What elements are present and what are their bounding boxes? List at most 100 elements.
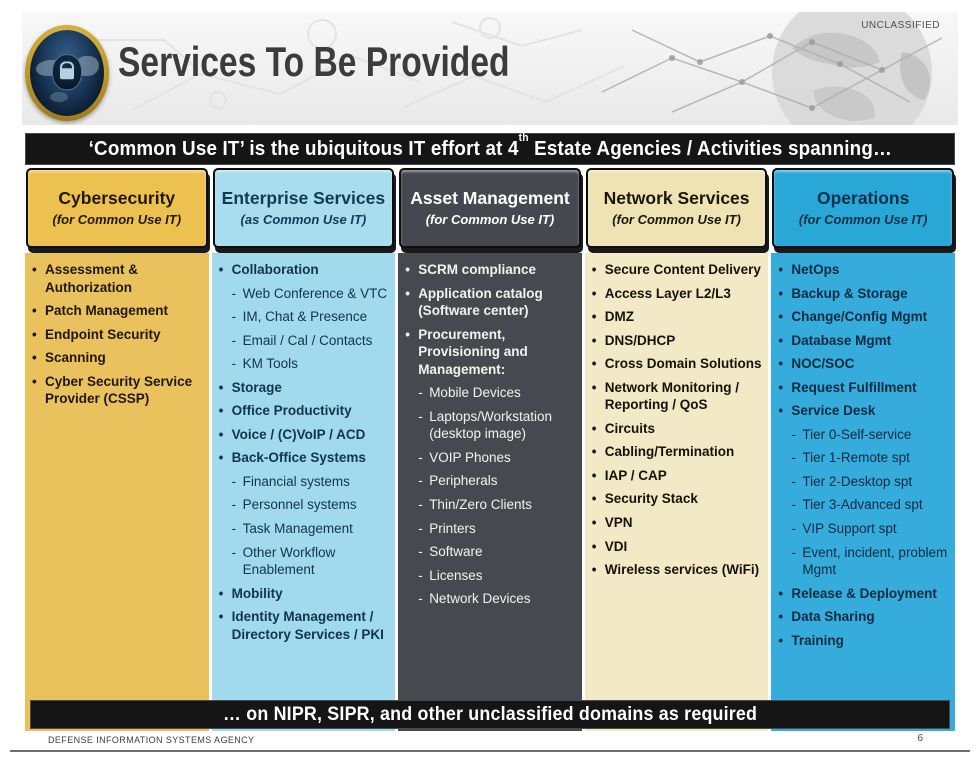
list-item: • NetOps [776, 261, 950, 279]
bullet-marker: - [791, 473, 796, 489]
list-item: • Database Mgmt [776, 332, 950, 350]
list-item: • Training [776, 632, 950, 650]
bullet-marker: • [405, 326, 410, 342]
list-item: • Mobility [217, 585, 391, 603]
column-header: Enterprise Services (as Common Use IT) [212, 168, 395, 248]
list-item-text: Release & Deployment [791, 585, 937, 601]
list-item-text: Printers [429, 520, 476, 536]
list-item-text: Mobility [231, 585, 283, 601]
column-title: Asset Management [410, 187, 570, 208]
list-item: - Other Workflow Enablement [217, 544, 391, 579]
list-item-text: Application catalog (Software center) [418, 285, 543, 319]
bullet-marker: • [778, 332, 784, 348]
bullet-marker: • [591, 379, 597, 395]
list-item: • VPN [590, 514, 764, 532]
list-item-text: Backup & Storage [791, 285, 908, 301]
list-item-text: IAP / CAP [604, 467, 667, 483]
page-number: 6 [917, 733, 923, 744]
list-item: - Event, incident, problem Mgmt [776, 544, 950, 579]
bullet-marker: • [778, 585, 784, 601]
list-item: • Identity Management / Directory Servic… [217, 608, 391, 643]
list-item-text: VIP Support spt [802, 521, 897, 537]
column-subtitle: (for Common Use IT) [52, 212, 182, 228]
lock-icon [52, 54, 82, 91]
list-item: • Service Desk [776, 402, 950, 420]
list-item: • Voice / (C)VoIP / ACD [217, 426, 391, 444]
list-item-text: Network Devices [429, 591, 531, 607]
bullet-marker: • [591, 262, 597, 277]
map-blob [50, 92, 68, 102]
bottom-banner: … on NIPR, SIPR, and other unclassified … [30, 700, 950, 729]
list-item: • Data Sharing [776, 608, 950, 626]
service-columns-container: Cybersecurity (for Common Use IT) • Asse… [25, 168, 955, 731]
list-item-text: Endpoint Security [45, 326, 161, 342]
bullet-marker: - [418, 408, 423, 424]
list-item: - Mobile Devices [403, 384, 577, 402]
list-item-text: VPN [604, 515, 633, 531]
service-column: Asset Management (for Common Use IT) • S… [398, 168, 582, 731]
list-item-text: Network Monitoring / Reporting / QoS [604, 379, 740, 413]
list-item: • Patch Management [30, 302, 204, 320]
list-item: • DMZ [590, 308, 764, 326]
list-item-text: Cyber Security Service Provider (CSSP) [45, 373, 193, 407]
list-item-text: Software [429, 544, 483, 560]
column-header: Network Services (for Common Use IT) [585, 168, 768, 248]
bullet-marker: - [231, 521, 237, 537]
list-item: • Wireless services (WiFi) [590, 561, 764, 579]
bullet-marker: • [778, 356, 784, 372]
bullet-marker: - [231, 356, 237, 372]
list-item-text: Tier 1-Remote spt [802, 450, 910, 466]
list-item: - Financial systems [217, 473, 391, 491]
list-item-text: Data Sharing [791, 609, 875, 625]
list-item-text: Assessment & Authorization [45, 262, 139, 295]
bullet-marker: - [791, 497, 796, 513]
list-item: - KM Tools [217, 355, 391, 373]
list-item: • SCRM compliance [403, 261, 577, 279]
classification-label: UNCLASSIFIED [861, 20, 940, 31]
list-item: - Task Management [217, 520, 391, 538]
list-item-text: Licenses [429, 567, 483, 583]
list-item-text: Web Conference & VTC [242, 285, 388, 301]
list-item: - Network Devices [403, 590, 577, 608]
list-item: - Tier 1-Remote spt [776, 449, 950, 467]
bullet-marker: • [591, 444, 597, 460]
column-body: • Secure Content Delivery • Access Layer… [584, 253, 769, 731]
bullet-marker: • [32, 373, 37, 389]
bullet-marker: - [231, 332, 237, 348]
bullet-marker: - [231, 497, 237, 513]
list-item: - Printers [403, 520, 577, 538]
list-item-text: Thin/Zero Clients [429, 497, 532, 513]
list-item: - Personnel systems [217, 496, 391, 514]
service-column: Operations (for Common Use IT) • NetOps … [771, 168, 955, 731]
list-item-text: Task Management [242, 521, 353, 537]
list-item-text: NOC/SOC [791, 356, 855, 372]
list-item-text: Voice / (C)VoIP / ACD [231, 426, 366, 442]
bullet-marker: - [418, 449, 423, 465]
bullet-marker: • [591, 538, 597, 554]
list-item: • Backup & Storage [776, 285, 950, 303]
bullet-marker: • [405, 285, 410, 301]
list-item-text: Identity Management / Directory Services… [231, 609, 384, 642]
list-item: - Peripherals [403, 472, 577, 490]
list-item-text: Back-Office Systems [231, 450, 366, 466]
service-column: Enterprise Services (as Common Use IT) •… [211, 168, 396, 731]
list-item-text: Wireless services (WiFi) [604, 562, 760, 578]
bullet-marker: • [218, 262, 224, 277]
bullet-marker: - [231, 544, 237, 560]
bullet-marker: - [231, 309, 237, 325]
footer-divider [10, 750, 970, 752]
list-item: - Thin/Zero Clients [403, 496, 577, 514]
list-item-text: Other Workflow Enablement [242, 544, 336, 578]
list-item-text: KM Tools [242, 356, 298, 372]
list-item-text: VOIP Phones [429, 449, 511, 465]
column-title: Network Services [603, 187, 750, 208]
list-item: • Application catalog (Software center) [403, 285, 577, 320]
bullet-marker: • [591, 332, 597, 348]
list-item: • Release & Deployment [776, 585, 950, 603]
bullet-marker: • [591, 562, 597, 578]
bullet-marker: • [405, 262, 410, 277]
list-item-text: Training [791, 632, 844, 648]
bullet-marker: - [231, 285, 237, 301]
bullet-marker: • [218, 403, 224, 419]
globe-network-graphic-icon [82, 12, 943, 125]
